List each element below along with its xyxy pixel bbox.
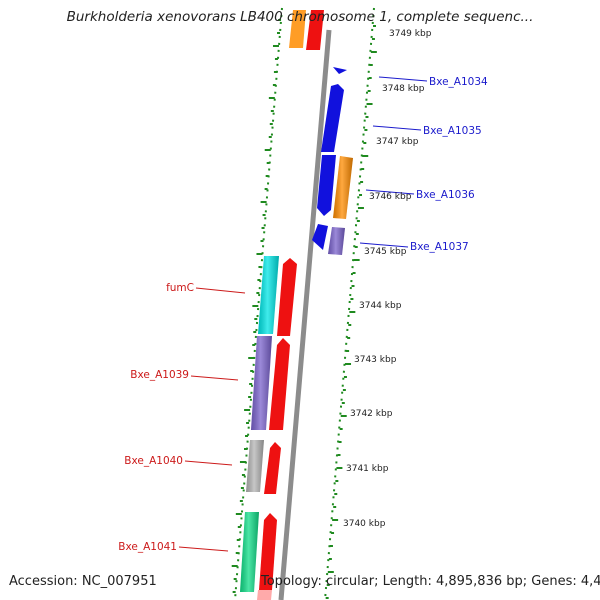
kbp-label: 3747 kbp [376, 137, 419, 147]
feature-shading [240, 156, 353, 592]
leader-lines [178, 76, 428, 552]
gene-1037[interactable] [312, 224, 328, 250]
leader-bxe-a1039 [190, 375, 239, 381]
gene-1036[interactable] [317, 155, 336, 216]
left-tick-marks [231, 19, 282, 593]
gene-label-bxe-a1040[interactable]: Bxe_A1040 [124, 455, 183, 467]
kbp-label: 3741 kbp [346, 464, 389, 474]
kbp-label: 3743 kbp [354, 355, 397, 365]
genome-backbone [278, 29, 332, 600]
gene-1040[interactable] [264, 442, 281, 494]
gene-top-a[interactable] [289, 10, 306, 48]
gene-label-bxe-a1039[interactable]: Bxe_A1039 [130, 369, 189, 381]
leader-bxe-a1036 [365, 189, 415, 195]
gene-label-bxe-a1041[interactable]: Bxe_A1041 [118, 541, 177, 553]
kbp-label: 3742 kbp [350, 409, 393, 419]
gene-label-bxe-a1036[interactable]: Bxe_A1036 [416, 189, 475, 201]
kbp-label: 3749 kbp [389, 29, 432, 39]
gene-1034[interactable] [333, 67, 347, 74]
gene-label-bxe-a1035[interactable]: Bxe_A1035 [423, 125, 482, 137]
accession-text: Accession: NC_007951 [9, 574, 157, 589]
kbp-label: 3744 kbp [359, 301, 402, 311]
map-title: Burkholderia xenovorans LB400 chromosome… [66, 9, 534, 25]
outer-track-right-edge [324, 7, 375, 600]
gene-fumC[interactable] [277, 258, 297, 336]
outer-track-left-edge [234, 7, 283, 600]
leader-bxe-a1034 [378, 76, 428, 82]
kbp-label: 3748 kbp [382, 84, 425, 94]
right-tick-marks [325, 25, 377, 599]
kbp-scale-labels: 3749 kbp 3748 kbp 3747 kbp 3746 kbp 3745… [343, 29, 432, 529]
gene-labels[interactable]: Bxe_A1034 Bxe_A1035 Bxe_A1036 Bxe_A1037 … [118, 76, 488, 553]
leader-fumc [195, 287, 246, 294]
gene-label-fumc[interactable]: fumC [166, 282, 194, 294]
gene-1039[interactable] [269, 338, 290, 430]
gene-top-b[interactable] [306, 10, 324, 50]
kbp-label: 3746 kbp [369, 192, 412, 202]
track-outlines [234, 7, 375, 600]
gene-1041[interactable] [259, 513, 277, 590]
leader-bxe-a1041 [178, 546, 229, 552]
gene-1035[interactable] [321, 84, 344, 152]
gene-label-bxe-a1037[interactable]: Bxe_A1037 [410, 241, 469, 253]
gene-bottom-a [257, 590, 272, 600]
gene-label-bxe-a1034[interactable]: Bxe_A1034 [429, 76, 488, 88]
topology-text: Topology: circular; Length: 4,895,836 bp… [261, 574, 600, 589]
leader-bxe-a1037 [359, 242, 409, 248]
kbp-label: 3740 kbp [343, 519, 386, 529]
kbp-label: 3745 kbp [364, 247, 407, 257]
leader-bxe-a1035 [372, 125, 422, 131]
leader-bxe-a1040 [184, 460, 233, 466]
